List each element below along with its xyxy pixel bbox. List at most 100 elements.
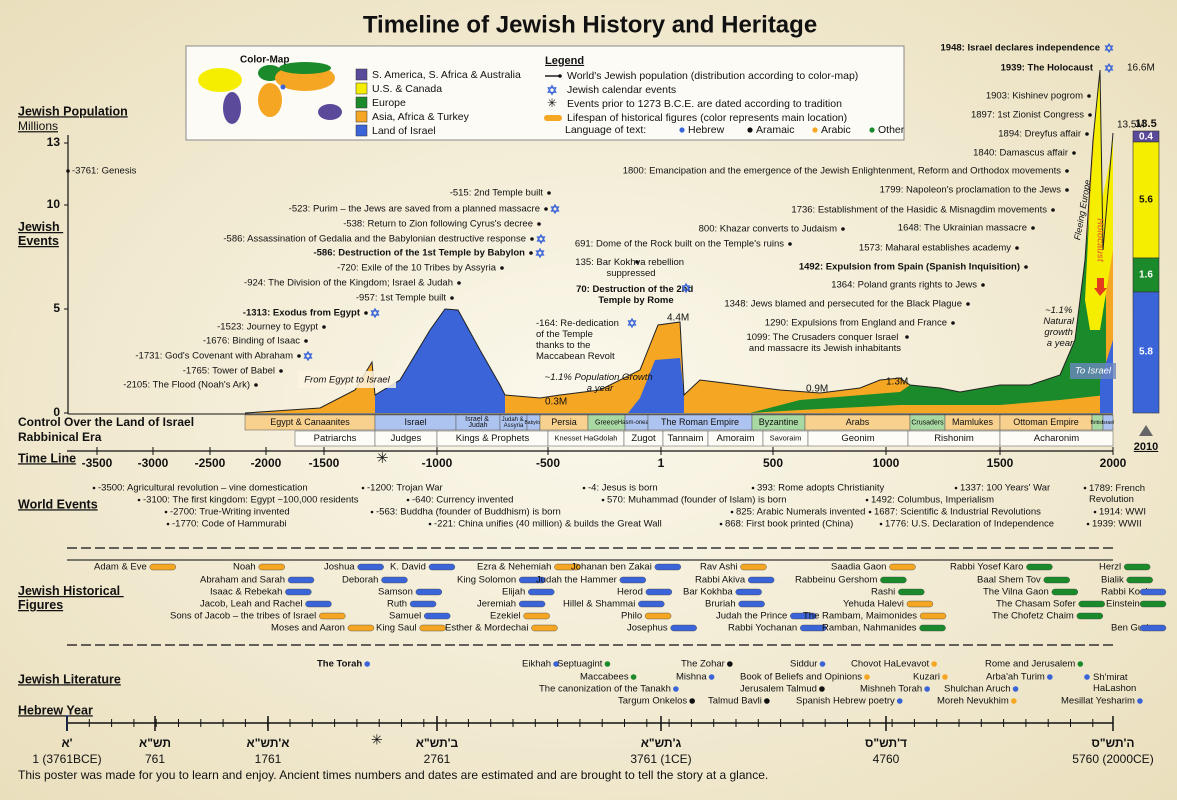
dot: [730, 510, 734, 514]
dot: [406, 498, 410, 502]
dot: [297, 354, 301, 358]
section-label: Rabbinical Era: [18, 430, 102, 444]
lifespan-bar: [1051, 588, 1079, 596]
color-swatch: [355, 124, 368, 137]
rabbinical-label: Acharonim: [1034, 433, 1079, 444]
world-event: 1492: Columbus, Imperialism: [871, 495, 994, 506]
language: Hebrew: [688, 124, 725, 136]
historical-figure: Rabbi Yochanan: [728, 623, 797, 634]
languages-label: Language of text:: [565, 124, 646, 136]
dot: [924, 686, 930, 692]
literature-item: The Zohar: [681, 659, 725, 670]
population-2010-bar: [1132, 130, 1160, 436]
historical-figure: The Chasam Sofer: [996, 599, 1076, 610]
timeline-tick-label: -1000: [422, 456, 453, 470]
world-map: [198, 62, 342, 124]
historical-figure: Rabbi Yosef Karo: [950, 562, 1023, 573]
historical-figure: Samson: [378, 587, 413, 598]
jewish-event: -538: Return to Zion following Cyrus's d…: [343, 219, 533, 230]
historical-figure: Ezekiel: [490, 611, 521, 622]
legend-item: World's Jewish population (distribution …: [567, 70, 858, 82]
lifespan-bar: [518, 576, 546, 584]
dot: [92, 486, 96, 490]
dot: [981, 283, 985, 287]
color-swatch: [355, 68, 368, 81]
historical-figure: King Solomon: [457, 575, 516, 586]
jewish-event: 1903: Kishinev pogrom: [986, 91, 1083, 102]
control-label: Ottoman Empire: [1013, 417, 1079, 427]
gregorian-year: 5760 (2000CE): [1072, 752, 1153, 766]
jewish-event: 1939: The Holocaust: [1001, 63, 1094, 74]
control-label: Mamlukes: [952, 417, 994, 427]
historical-figure: Bialik: [1101, 575, 1124, 586]
historical-figure: Rabbi Kook: [1101, 587, 1150, 598]
bar-segment-label: 0.4: [1139, 132, 1153, 143]
tradition-asterisk: ✳: [376, 450, 389, 467]
rabbinical-label: Patriarchs: [314, 433, 357, 444]
lifespan-bar: [790, 612, 817, 620]
dot: [457, 281, 461, 285]
dot: [931, 661, 937, 667]
historical-figure: Jeremiah: [477, 599, 516, 610]
calendar-star: [303, 350, 313, 359]
world-event: 1776: U.S. Declaration of Independence: [885, 519, 1054, 530]
world-event: 1914: WWI: [1099, 507, 1146, 518]
historical-figure: Herzl: [1099, 562, 1121, 573]
lifespan-bar: [424, 612, 451, 620]
lifespan-bar: [531, 624, 558, 632]
dot: [254, 383, 258, 387]
lifespan-bar: [1126, 576, 1153, 584]
dot: [905, 335, 909, 339]
world-event: -640: Currency invented: [412, 495, 513, 506]
dot: [812, 127, 818, 133]
jewish-event: 1948: Israel declares independence: [941, 43, 1100, 54]
dot: [530, 237, 534, 241]
lifespan-bar: [619, 576, 646, 584]
dot: [1137, 698, 1143, 704]
literature-item: The Torah: [317, 659, 362, 670]
y-tick-label: 5: [53, 301, 60, 315]
bar-segment-label: 1.6: [1139, 270, 1153, 281]
lifespan-bar: [523, 612, 550, 620]
lifespan-bar: [428, 563, 456, 571]
dot: [751, 486, 755, 490]
historical-figure: Isaac & Rebekah: [210, 587, 282, 598]
lifespan-bar: [1139, 624, 1167, 632]
color-swatch: [355, 96, 368, 109]
dot: [879, 522, 883, 526]
lifespan-bar: [919, 624, 946, 632]
world-event: 1687: Scientific & Industrial Revolution…: [874, 507, 1041, 518]
annotation: ~1.1% Natural growth a year: [1043, 305, 1076, 349]
calendar-star: [1104, 65, 1114, 74]
control-label: Babylon: [524, 420, 542, 426]
jewish-event: -924: The Division of the Kingdom; Israe…: [244, 278, 453, 289]
historical-figure: Ramban, Nahmanides: [822, 623, 917, 634]
control-label: The Roman Empire: [661, 417, 739, 427]
historical-figure: Judah the Hammer: [536, 575, 617, 586]
jewish-event: 70: Destruction of the 2nd Temple by Rom…: [576, 284, 696, 306]
lifespan-bar: [347, 624, 375, 632]
historical-figure: Ben Gurion: [1111, 623, 1159, 634]
legend-icon: [544, 115, 562, 121]
control-label: Egypt & Canaanites: [270, 417, 350, 427]
rabbinical-label: Savoraim: [770, 433, 802, 442]
lifespan-bar: [149, 563, 177, 571]
calendar-star: [535, 250, 545, 259]
dot: [1086, 522, 1090, 526]
lifespan-bar: [654, 563, 682, 571]
historical-figure: Jacob, Leah and Rachel: [200, 599, 302, 610]
lifespan-bar: [735, 588, 762, 596]
timeline-tick-label: -3500: [82, 456, 113, 470]
color-map-item: Land of Israel: [372, 125, 436, 137]
lifespan-bar: [738, 600, 765, 608]
calendar-star: [536, 233, 546, 242]
dot: [689, 698, 695, 704]
dot: [361, 486, 365, 490]
lifespan-bar: [880, 576, 907, 584]
dot: [601, 498, 605, 502]
literature-item: Rome and Jerusalem: [985, 659, 1075, 670]
historical-figure: The Rambam, Maimonides: [803, 611, 917, 622]
historical-figure: Adam & Eve: [94, 562, 147, 573]
historical-figure: Ezra & Nehemiah: [477, 562, 551, 573]
annotation-box: [1070, 363, 1116, 379]
